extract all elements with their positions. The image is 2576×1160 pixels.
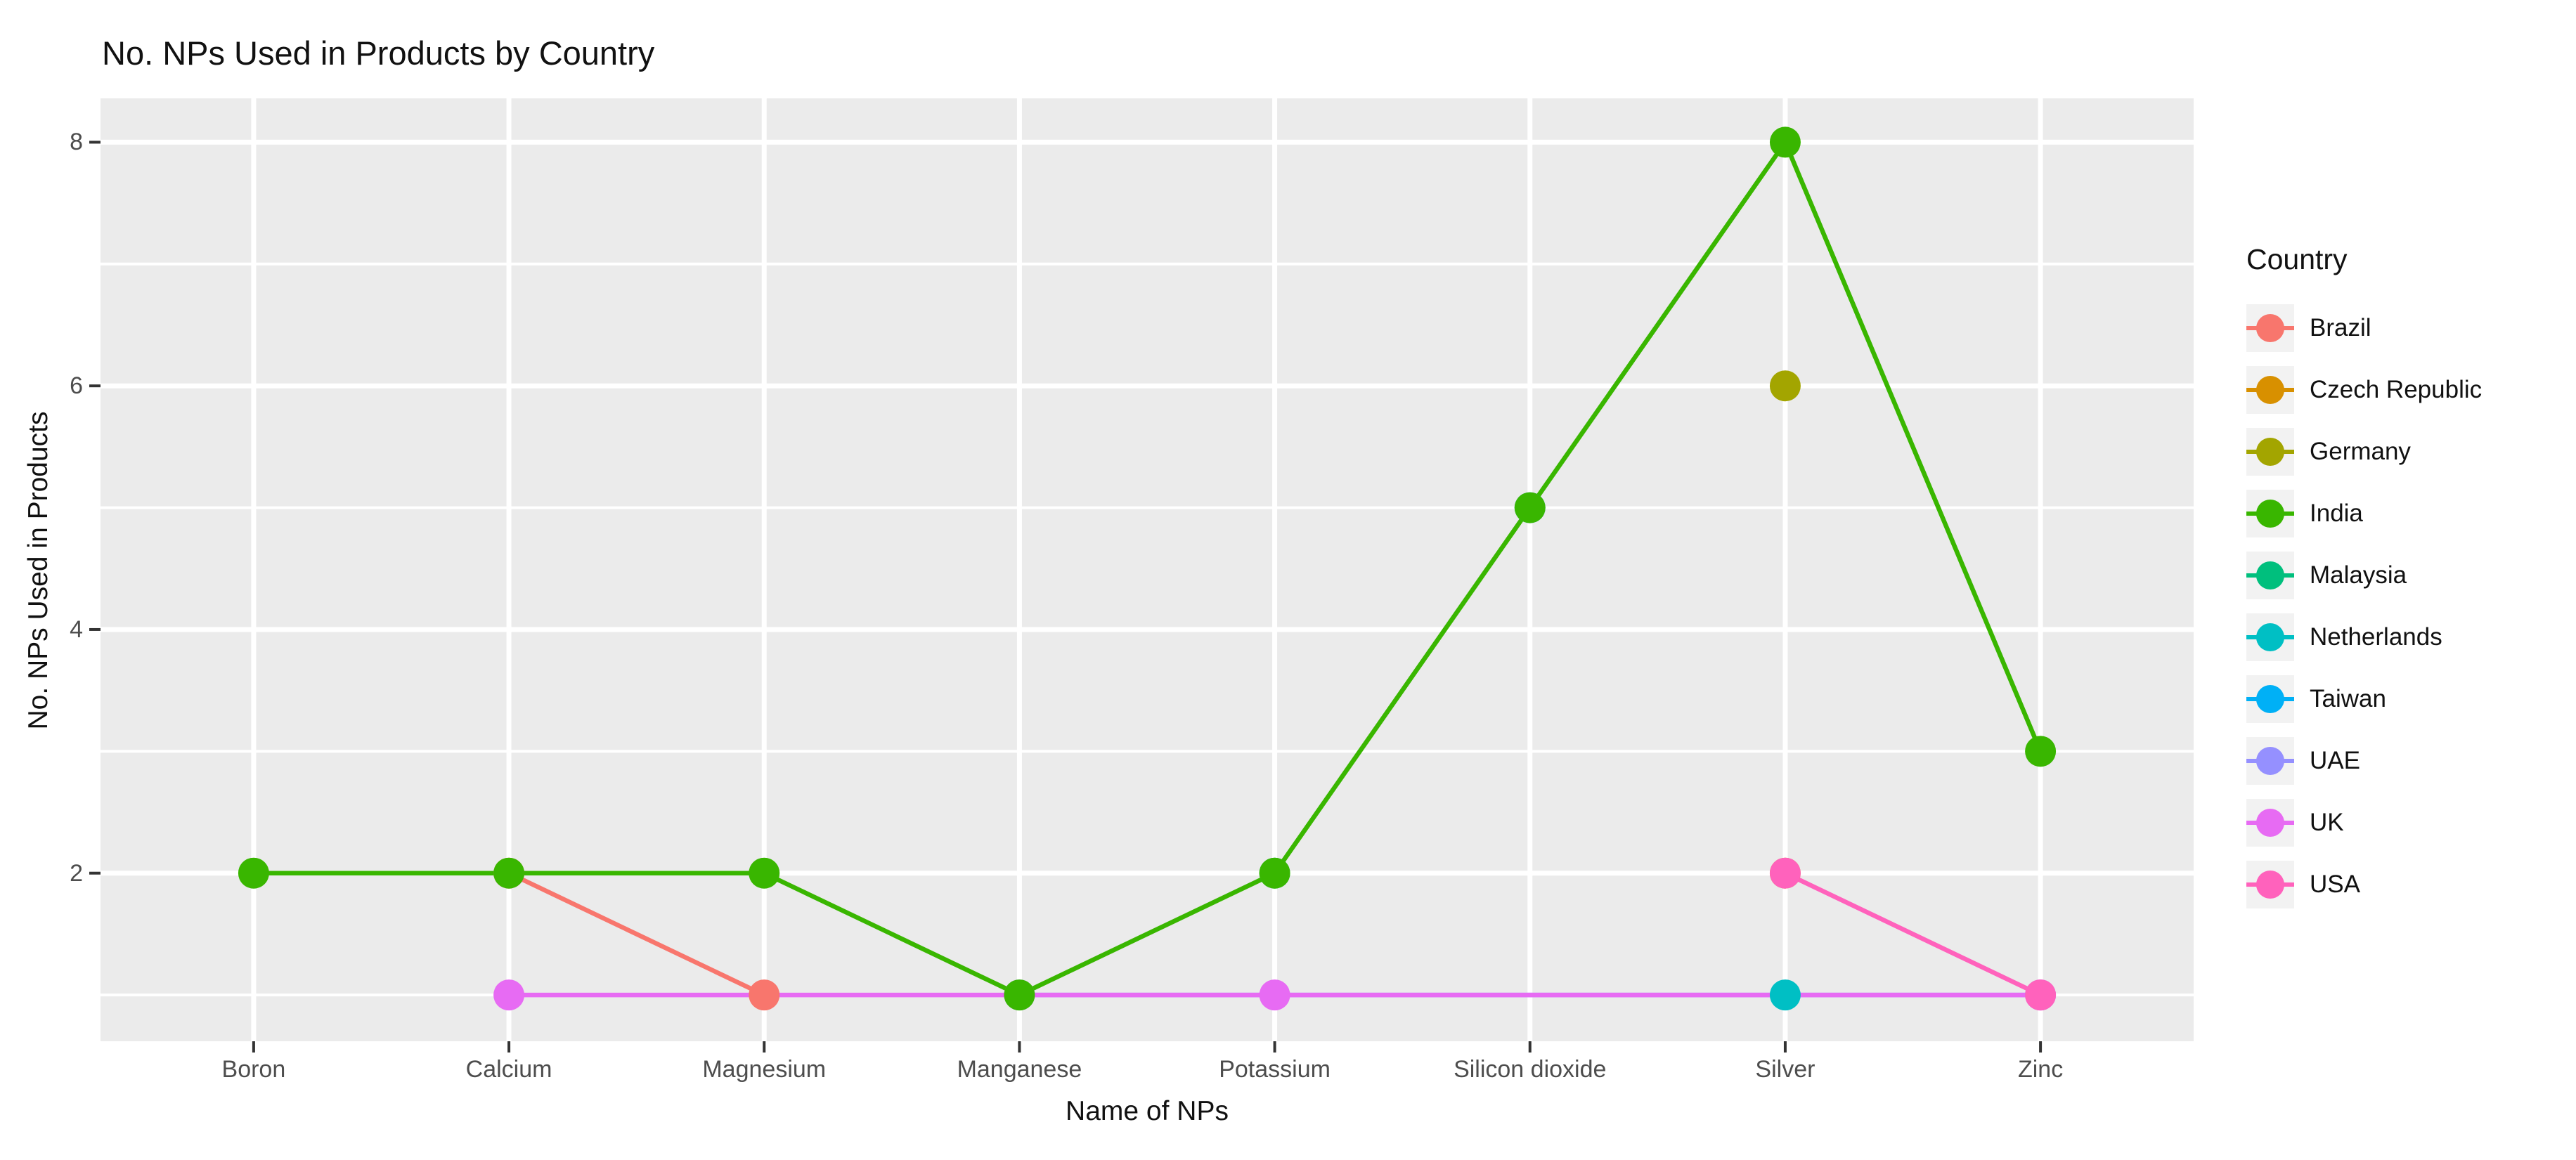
data-point-india-boron (238, 857, 269, 889)
data-point-india-potassium (1259, 857, 1290, 889)
series-line-usa (1784, 871, 2042, 998)
legend-key-dot (2256, 500, 2284, 528)
legend-key-icon (2246, 366, 2294, 414)
series-line-brazil (507, 871, 765, 998)
legend-key-icon (2246, 428, 2294, 476)
legend-item-germany: Germany (2246, 421, 2482, 483)
legend-item-taiwan: Taiwan (2246, 668, 2482, 730)
legend-key-dot (2256, 871, 2284, 899)
legend-item-malaysia: Malaysia (2246, 545, 2482, 606)
legend-key-dot (2256, 314, 2284, 342)
x-tick-label-silicon-dioxide: Silicon dioxide (1454, 1056, 1607, 1083)
x-axis-title: Name of NPs (1066, 1096, 1229, 1126)
legend-key-icon (2246, 675, 2294, 723)
data-point-india-magnesium (749, 857, 780, 889)
data-point-brazil-magnesium (749, 979, 780, 1011)
x-tick-label-silver: Silver (1755, 1056, 1816, 1083)
data-point-uk-potassium (1259, 979, 1290, 1011)
legend-label: Brazil (2310, 314, 2371, 341)
y-tick-label-4: 4 (70, 615, 83, 643)
y-tick-label-2: 2 (70, 859, 83, 887)
legend: Country Brazil Czech Republic Germany India… (2246, 243, 2482, 915)
legend-label: Malaysia (2310, 561, 2407, 589)
legend-title: Country (2246, 243, 2348, 275)
x-tick-label-zinc: Zinc (2017, 1056, 2064, 1083)
data-point-india-zinc (2025, 736, 2057, 767)
y-tick-label-6: 6 (70, 372, 83, 400)
legend-item-netherlands: Netherlands (2246, 606, 2482, 668)
legend-key-icon (2246, 304, 2294, 352)
series-line-india (253, 137, 2043, 998)
legend-label: UK (2310, 809, 2344, 836)
data-point-usa-zinc (2025, 979, 2057, 1011)
legend-key-dot (2256, 376, 2284, 404)
legend-label: India (2310, 500, 2363, 527)
legend-label: UAE (2310, 747, 2360, 774)
legend-item-india: India (2246, 483, 2482, 545)
data-point-germany-silver (1769, 370, 1801, 402)
legend-key-icon (2246, 552, 2294, 599)
legend-key-icon (2246, 861, 2294, 908)
legend-label: Germany (2310, 438, 2411, 465)
data-point-uk-calcium (493, 979, 525, 1011)
legend-label: USA (2310, 871, 2360, 898)
x-tick-label-potassium: Potassium (1219, 1056, 1331, 1083)
chart-title: No. NPs Used in Products by Country (102, 34, 655, 72)
legend-key-dot (2256, 809, 2284, 837)
legend-item-brazil: Brazil (2246, 297, 2482, 359)
legend-item-czech-republic: Czech Republic (2246, 359, 2482, 421)
legend-item-uk: UK (2246, 792, 2482, 854)
data-point-india-silver (1769, 126, 1801, 158)
legend-label: Czech Republic (2310, 376, 2483, 403)
legend-key-dot (2256, 747, 2284, 775)
data-point-netherlands-silver (1769, 979, 1801, 1011)
panel-background (101, 98, 2194, 1041)
y-tick-label-8: 8 (70, 129, 83, 156)
legend-key-dot (2256, 685, 2284, 713)
legend-item-uae: UAE (2246, 730, 2482, 792)
x-tick-label-manganese: Manganese (957, 1056, 1082, 1083)
data-point-india-manganese (1004, 979, 1035, 1011)
data-point-usa-silver (1769, 857, 1801, 889)
legend-key-icon (2246, 737, 2294, 785)
legend-key-dot (2256, 623, 2284, 651)
legend-label: Netherlands (2310, 623, 2442, 651)
legend-key-icon (2246, 613, 2294, 661)
legend-key-dot (2256, 561, 2284, 589)
legend-items: Brazil Czech Republic Germany India Malaysia… (2246, 297, 2482, 915)
legend-item-usa: USA (2246, 854, 2482, 915)
legend-key-dot (2256, 438, 2284, 466)
legend-key-icon (2246, 799, 2294, 847)
x-tick-label-magnesium: Magnesium (702, 1056, 827, 1083)
data-point-india-calcium (493, 857, 525, 889)
data-point-india-silicon-dioxide (1514, 492, 1546, 523)
x-tick-label-boron: Boron (221, 1056, 286, 1083)
y-axis-title: No. NPs Used in Products (23, 411, 53, 730)
legend-label: Taiwan (2310, 685, 2386, 712)
legend-key-icon (2246, 490, 2294, 537)
x-tick-label-calcium: Calcium (465, 1056, 552, 1083)
